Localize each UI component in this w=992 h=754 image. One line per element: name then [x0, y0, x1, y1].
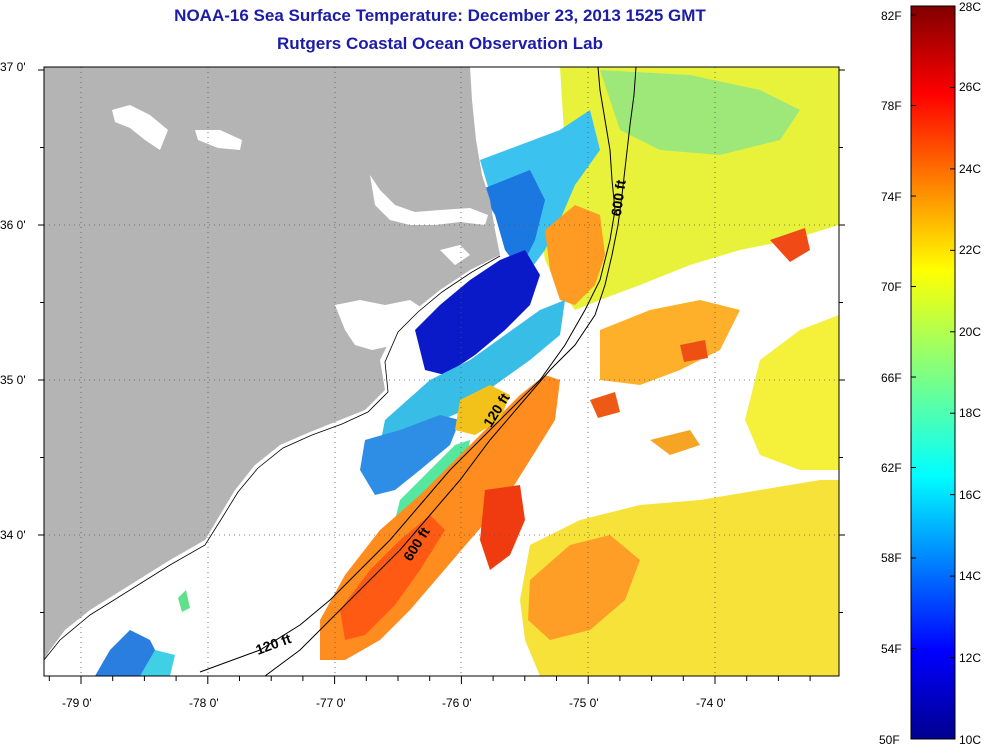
axis-ticks — [38, 69, 845, 684]
sst-field-offshore-mid — [600, 300, 740, 385]
cbar-c-20: 20C — [959, 325, 982, 339]
sst-field-shelf-redorange — [340, 515, 445, 640]
sst-field-pamlico-cold — [415, 250, 540, 375]
map-title: NOAA-16 Sea Surface Temperature: Decembe… — [174, 6, 706, 25]
cbar-c-18: 18C — [959, 406, 982, 420]
cbar-f-54: 54F — [881, 642, 902, 656]
sst-field-offshore-east — [745, 315, 839, 470]
lat-label-34: 34 0' — [0, 528, 26, 542]
cbar-f-58: 58F — [881, 551, 902, 565]
map-subtitle: Rutgers Coastal Ocean Observation Lab — [277, 34, 603, 53]
sst-field-yellow-plume — [455, 385, 510, 435]
sst-field-red-core — [480, 485, 525, 570]
cbar-f-62: 62F — [881, 461, 902, 475]
coastline — [44, 255, 501, 661]
sst-field-offshore-spot4 — [680, 340, 708, 362]
sst-field-offshore-orange-south — [528, 535, 640, 640]
cbar-f-78: 78F — [881, 99, 902, 113]
cbar-f-82: 82F — [881, 9, 902, 23]
lon-label-76: -76 0' — [442, 696, 472, 710]
lat-label-37: 37 0' — [0, 60, 26, 74]
lat-label-35: 35 0' — [0, 373, 26, 387]
sst-field-southwest-cold — [95, 630, 160, 676]
cbar-c-26: 26C — [959, 80, 982, 94]
isobath-600ft — [264, 67, 637, 676]
lon-label-74: -74 0' — [696, 696, 726, 710]
sst-field-blue-nearshore-north — [480, 170, 545, 270]
cbar-f-66: 66F — [881, 371, 902, 385]
sst-field-offshore-south — [520, 480, 839, 676]
cbar-c-22: 22C — [959, 243, 982, 257]
sst-field-green-band — [600, 70, 800, 155]
sst-field-nearshore-cyan-mid — [380, 300, 565, 445]
lon-label-79: -79 0' — [62, 696, 92, 710]
lon-label-75: -75 0' — [569, 696, 599, 710]
cbar-c-24: 24C — [959, 162, 982, 176]
cbar-c-10: 10C — [959, 733, 982, 747]
map-frame — [43, 66, 840, 677]
lon-label-78: -78 0' — [189, 696, 219, 710]
land-lake-north — [112, 105, 168, 150]
lon-label-77: -77 0' — [316, 696, 346, 710]
land-river-albemarle — [370, 175, 488, 225]
cbar-f-70: 70F — [881, 280, 902, 294]
sst-field-small-green — [178, 590, 190, 612]
colorbar-ticks — [911, 5, 955, 740]
sst-field-green-shelf — [395, 440, 470, 520]
cbar-c-12: 12C — [959, 651, 982, 665]
land-river-central — [440, 245, 470, 265]
cbar-f-74: 74F — [881, 190, 902, 204]
sst-field-offshore-spot2 — [650, 430, 700, 455]
land-river-pamlico — [335, 300, 425, 350]
cbar-c-16: 16C — [959, 488, 982, 502]
land-lake-central — [195, 130, 242, 150]
colorbar — [910, 5, 956, 740]
sst-field-nearshore-blue-south — [360, 415, 460, 495]
cbar-c-28: 28C — [959, 0, 982, 14]
cbar-c-14: 14C — [959, 569, 982, 583]
sst-field-southwest-cyan — [140, 650, 175, 676]
lat-label-36: 36 0' — [0, 218, 26, 232]
cbar-f-50: 50F — [879, 733, 900, 747]
sst-field-orange-gulfstream — [545, 205, 605, 305]
sst-field-offshore-spot1 — [770, 228, 810, 262]
sst-field-offshore-spot3 — [590, 392, 620, 418]
